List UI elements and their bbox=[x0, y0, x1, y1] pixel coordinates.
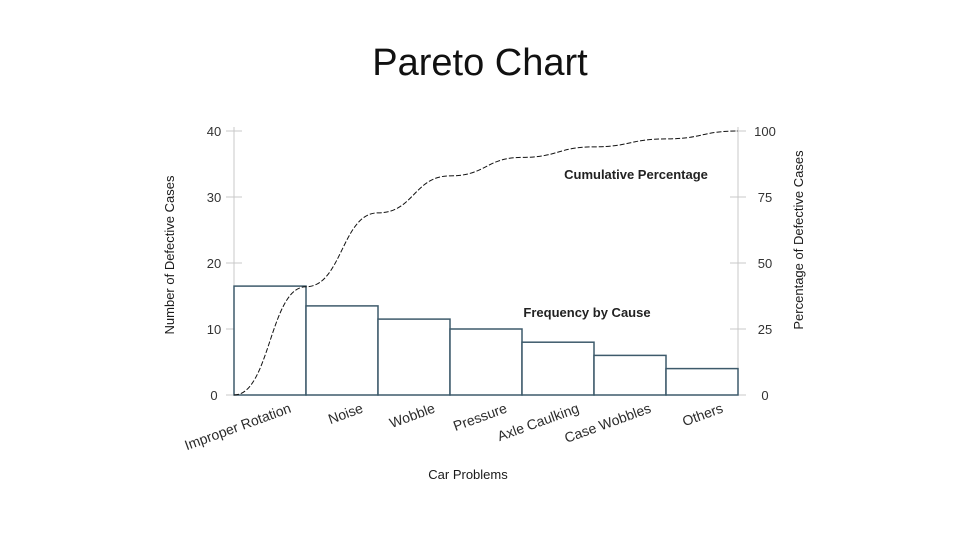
cumulative-line-group bbox=[233, 130, 739, 396]
x-axis-title: Car Problems bbox=[428, 467, 508, 482]
left-tick-label: 30 bbox=[207, 190, 221, 205]
cumulative-percentage-annotation: Cumulative Percentage bbox=[564, 167, 708, 182]
left-tick-label: 20 bbox=[207, 256, 221, 271]
category-label: Wobble bbox=[387, 400, 437, 431]
frequency-bar bbox=[305, 305, 379, 396]
frequency-bar bbox=[449, 328, 523, 396]
frequency-bar bbox=[665, 367, 739, 396]
category-label: Others bbox=[680, 400, 725, 429]
right-tick-label: 75 bbox=[758, 190, 772, 205]
cumulative-percentage-line bbox=[233, 130, 739, 396]
frequency-bars bbox=[233, 285, 739, 396]
right-tick-label: 50 bbox=[758, 256, 772, 271]
frequency-bar bbox=[521, 341, 595, 396]
right-tick-label: 25 bbox=[758, 322, 772, 337]
category-label: Improper Rotation bbox=[182, 400, 293, 453]
frequency-bar bbox=[233, 285, 307, 396]
category-label: Noise bbox=[326, 400, 365, 427]
frequency-by-cause-annotation: Frequency by Cause bbox=[523, 305, 650, 320]
left-tick-label: 10 bbox=[207, 322, 221, 337]
frequency-bar bbox=[593, 354, 667, 396]
right-tick-label: 0 bbox=[761, 388, 768, 403]
left-tick-label: 0 bbox=[210, 388, 217, 403]
left-tick-label: 40 bbox=[207, 124, 221, 139]
right-axis-title: Percentage of Defective Cases bbox=[791, 150, 806, 330]
right-tick-label: 100 bbox=[754, 124, 776, 139]
left-axis-title: Number of Defective Cases bbox=[162, 175, 177, 334]
frequency-bar bbox=[377, 318, 451, 396]
slide-title: Pareto Chart bbox=[372, 42, 588, 84]
